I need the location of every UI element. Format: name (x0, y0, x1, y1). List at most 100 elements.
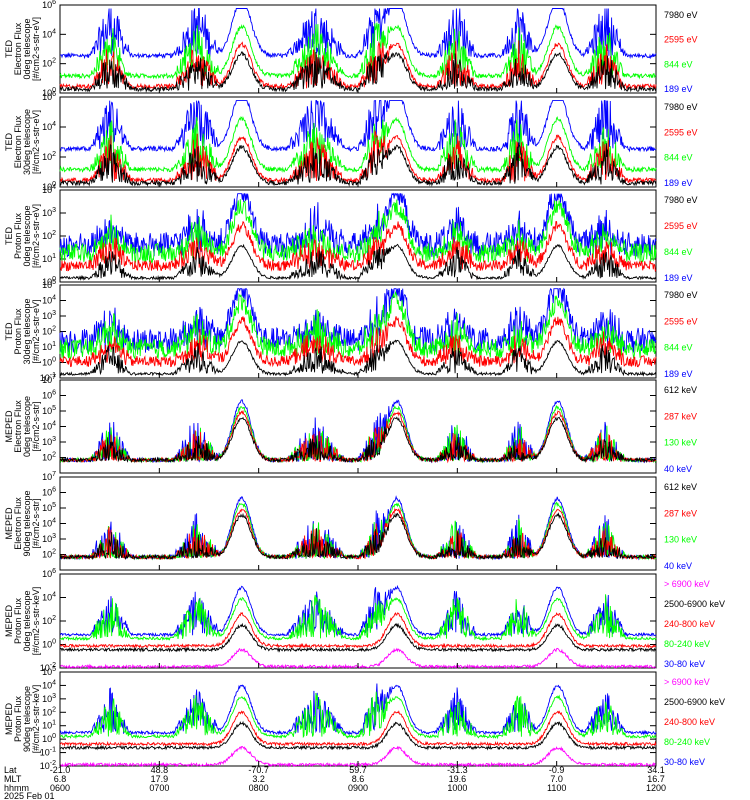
y-tick-label: 102 (42, 58, 56, 69)
legend-entry: 7980 eV (664, 10, 698, 20)
x-tick-mlt: 16.7 (647, 774, 665, 784)
legend-entry: 40 keV (664, 561, 692, 571)
y-axis-label: 30deg telescope (22, 109, 32, 175)
legend-entry: 2500-6900 keV (664, 697, 725, 707)
legend-entry: 240-800 keV (664, 717, 715, 727)
y-tick-label: 106 (42, 568, 56, 579)
y-tick-label: 102 (42, 230, 56, 241)
legend-entry: 612 keV (664, 385, 697, 395)
y-axis-label: [#/cm2-s-str] (31, 401, 41, 451)
series-line (59, 115, 657, 174)
legend-entry: 7980 eV (664, 290, 698, 300)
series-line (59, 594, 657, 642)
y-tick-label: 104 (42, 184, 56, 195)
panel-6: 102 103 104 105 106 107 MEPED Electron Flux 90de… (4, 471, 697, 571)
y-tick-label: 103 (42, 693, 56, 704)
y-tick-label: 10-2 (40, 662, 56, 673)
panel-frame (59, 671, 657, 767)
y-tick-label: 104 (42, 679, 56, 690)
y-axis-label: [#/cm2-s-str-eV] (31, 17, 41, 81)
y-axis-label: [#/cm2-s-str-keV] (31, 685, 41, 754)
panel-4: 10-1 100 101 102 103 104 105 TED Proton Flux 30de… (4, 279, 698, 383)
series-line (59, 22, 657, 80)
y-tick-label: 104 (42, 28, 56, 39)
legend-entry: 189 eV (664, 273, 693, 283)
y-axis-label: TED (4, 39, 14, 58)
series-line (59, 507, 657, 561)
series-line (59, 584, 657, 638)
y-tick-label: 102 (42, 706, 56, 717)
y-tick-label: 100 (42, 181, 56, 192)
y-tick-label: 100 (42, 639, 56, 650)
y-tick-label: 103 (42, 207, 56, 218)
legend-entry: 287 keV (664, 411, 697, 421)
legend-entry: 2595 eV (664, 35, 698, 45)
x-tick-hhmm: 0600 (50, 783, 70, 793)
y-tick-label: 103 (42, 533, 56, 544)
panel-8: 10-2 10-1 100 101 102 103 104 105 MEPED Proton Fl… (4, 666, 725, 771)
y-axis-label: 0deg telescope (22, 18, 32, 79)
panel-frame (59, 96, 657, 188)
legend-entry: 2595 eV (664, 221, 698, 231)
y-tick-label: 104 (42, 295, 56, 306)
x-tick-mlt: 17.9 (151, 774, 169, 784)
y-axis-label: 90deg telescope (22, 686, 32, 752)
y-tick-label: 102 (42, 151, 56, 162)
legend-entry: 844 eV (664, 59, 693, 69)
y-axis-label: Electron Flux (13, 497, 23, 550)
legend-entry: 30-80 keV (664, 659, 705, 669)
y-tick-label: 105 (42, 279, 56, 290)
legend-entry: 7980 eV (664, 102, 698, 112)
y-tick-label: 10-1 (40, 372, 56, 383)
y-tick-label: 105 (42, 502, 56, 513)
y-tick-label: 101 (42, 341, 56, 352)
legend-entry: 80-240 keV (664, 639, 710, 649)
y-tick-label: 102 (42, 615, 56, 626)
x-row-label: MLT (4, 774, 22, 784)
y-axis-label: TED (4, 322, 14, 341)
x-tick-mlt: 8.6 (352, 774, 365, 784)
legend-entry: > 6900 keV (664, 677, 710, 687)
x-tick-hhmm: 0800 (249, 783, 269, 793)
legend-entry: 612 keV (664, 482, 697, 492)
series-line (59, 622, 657, 653)
legend-entry: 7980 eV (664, 195, 698, 205)
x-tick-lat: -31.3 (447, 765, 468, 775)
y-tick-label: 10-1 (40, 747, 56, 758)
x-tick-hhmm: 1200 (646, 783, 666, 793)
legend-entry: 130 keV (664, 438, 697, 448)
series-line (59, 691, 657, 740)
x-tick-mlt: 7.0 (550, 774, 563, 784)
y-axis-label: [#/cm2-s-str-keV] (31, 587, 41, 656)
y-tick-label: 107 (42, 471, 56, 482)
x-tick-lat: -21.0 (50, 765, 71, 775)
x-tick-lat: 34.1 (647, 765, 665, 775)
legend-entry: 2595 eV (664, 316, 698, 326)
y-axis-label: MEPED (4, 507, 14, 540)
y-tick-label: 106 (42, 487, 56, 498)
y-axis-label: Electron Flux (13, 22, 23, 75)
y-axis-label: Electron Flux (13, 400, 23, 453)
panel-frame (59, 573, 657, 669)
series-line (59, 409, 657, 464)
series-line (59, 199, 657, 264)
date-label: 2025 Feb 01 (4, 791, 55, 800)
legend-entry: 2500-6900 keV (664, 599, 725, 609)
y-axis-label: 30deg telescope (22, 298, 32, 364)
series-line (59, 7, 657, 60)
legend-entry: 844 eV (664, 247, 693, 257)
x-row-label: Lat (4, 765, 17, 775)
y-axis-label: 0deg telescope (22, 396, 32, 457)
series-line (59, 40, 657, 91)
legend-entry: 130 keV (664, 535, 697, 545)
panel-3: 100 101 102 103 104 TED Proton Flux 0deg telesc… (4, 184, 698, 287)
series-line (59, 683, 657, 736)
legend-entry: 240-800 keV (664, 619, 715, 629)
x-tick-hhmm: 1100 (547, 783, 566, 793)
